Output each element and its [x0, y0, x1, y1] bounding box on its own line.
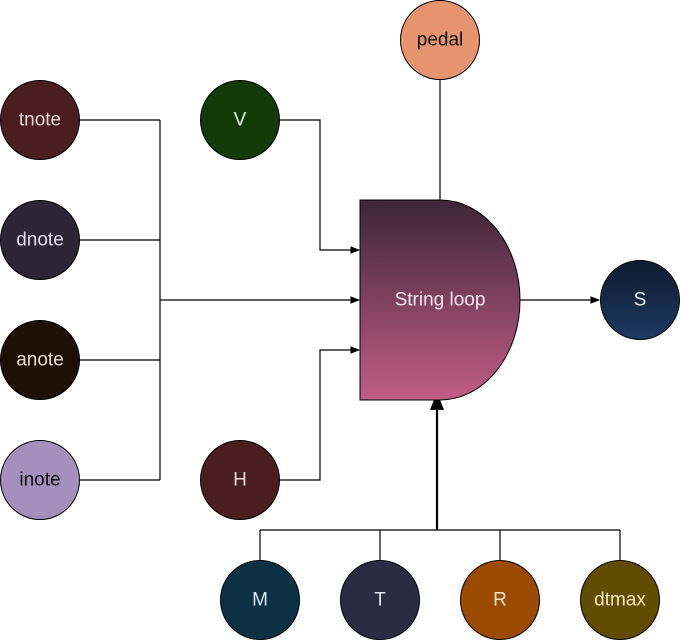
pedal-label: pedal: [417, 30, 464, 51]
m-label: M: [252, 590, 268, 611]
inote-circle[interactable]: [0, 440, 80, 520]
node-h[interactable]: H: [200, 440, 280, 520]
parameter-bus: [259, 392, 621, 560]
note-input-bus: [80, 119, 360, 481]
v-wire: [280, 119, 360, 254]
s-circle[interactable]: [600, 260, 680, 340]
dtmax-label: dtmax: [594, 590, 646, 611]
inote-label: inote: [19, 470, 60, 491]
node-dnote[interactable]: dnote: [0, 200, 80, 280]
string-loop-label: String loop: [395, 290, 486, 311]
node-s[interactable]: S: [600, 260, 680, 340]
tnote-label: tnote: [19, 110, 61, 131]
h-circle[interactable]: [200, 440, 280, 520]
string-loop-shape[interactable]: [359, 199, 521, 401]
dnote-label: dnote: [16, 230, 64, 251]
m-circle[interactable]: [220, 560, 300, 640]
node-t[interactable]: T: [340, 560, 420, 640]
node-anote[interactable]: anote: [0, 320, 80, 400]
r-circle[interactable]: [460, 560, 540, 640]
node-m[interactable]: M: [220, 560, 300, 640]
tnote-circle[interactable]: [0, 80, 80, 160]
anote-label: anote: [16, 350, 64, 371]
node-tnote[interactable]: tnote: [0, 80, 80, 160]
node-inote[interactable]: inote: [0, 440, 80, 520]
h-label: H: [233, 470, 247, 491]
node-pedal[interactable]: pedal: [400, 0, 480, 80]
v-label: V: [234, 110, 247, 131]
string-loop-block[interactable]: String loop: [359, 199, 521, 401]
h-wire: [280, 346, 360, 481]
dnote-circle[interactable]: [0, 200, 80, 280]
t-circle[interactable]: [340, 560, 420, 640]
node-dtmax[interactable]: dtmax: [580, 560, 660, 640]
s-label: S: [634, 290, 647, 311]
dtmax-circle[interactable]: [580, 560, 660, 640]
node-v[interactable]: V: [200, 80, 280, 160]
node-r[interactable]: R: [460, 560, 540, 640]
t-label: T: [374, 590, 386, 611]
r-label: R: [493, 590, 507, 611]
pedal-circle[interactable]: [400, 0, 480, 80]
anote-circle[interactable]: [0, 320, 80, 400]
v-circle[interactable]: [200, 80, 280, 160]
